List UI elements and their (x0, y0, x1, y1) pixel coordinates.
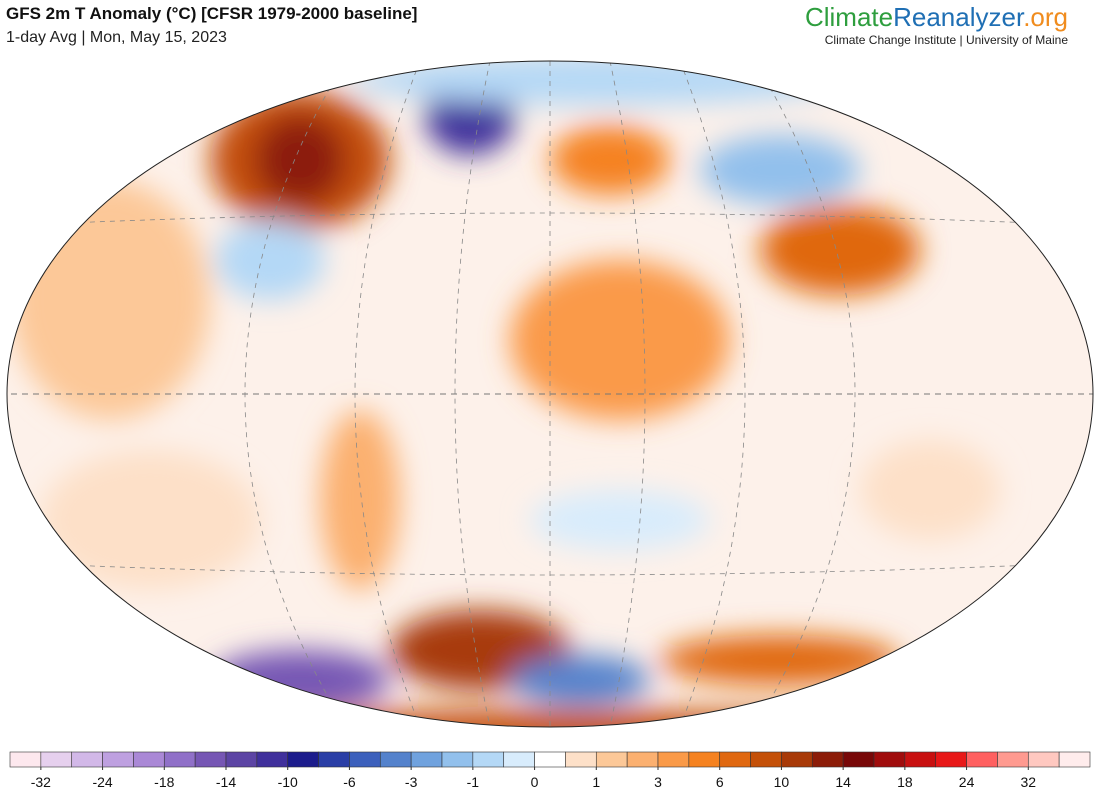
colorbar-swatch (102, 751, 134, 768)
colorbar-label: 3 (654, 774, 662, 790)
colorbar-label: -10 (278, 774, 298, 790)
colorbar-swatch (1027, 751, 1060, 768)
colorbar-swatch (750, 751, 782, 768)
colorbar-swatch (595, 751, 628, 768)
colorbar-swatch (163, 751, 196, 768)
colorbar-swatch (935, 751, 967, 768)
colorbar-swatch (534, 751, 566, 768)
colorbar-label: 0 (531, 774, 539, 790)
colorbar-swatch (410, 751, 443, 768)
colorbar-swatch (472, 751, 505, 768)
colorbar-swatch (225, 751, 258, 768)
colorbar-swatch (1058, 751, 1091, 768)
colorbar-swatch (318, 751, 350, 768)
colorbar-label: 10 (774, 774, 790, 790)
colorbar-swatch (9, 751, 42, 768)
colorbar-swatch (842, 751, 875, 768)
colorbar-swatch (194, 751, 227, 768)
colorbar-label: 18 (897, 774, 913, 790)
colorbar-swatch (256, 751, 289, 768)
colorbar-label: -32 (31, 774, 51, 790)
colorbar-swatch (719, 751, 751, 768)
colorbar-label: -1 (467, 774, 480, 790)
colorbar-swatch (966, 751, 998, 768)
colorbar-swatch (441, 751, 474, 768)
colorbar-label: -24 (92, 774, 112, 790)
colorbar-swatch (873, 751, 906, 768)
colorbar-swatch (565, 751, 597, 768)
colorbar-swatch (781, 751, 813, 768)
colorbar-swatch (503, 751, 535, 768)
colorbar-swatch (379, 751, 412, 768)
colorbar-swatch (626, 751, 659, 768)
colorbar-swatch (904, 751, 937, 768)
brand-part: Climate (804, 2, 894, 32)
map-title: GFS 2m T Anomaly (°C) [CFSR 1979-2000 ba… (6, 4, 418, 23)
colorbar-label: -3 (405, 774, 418, 790)
colorbar-swatch (657, 751, 690, 768)
colorbar: -32 -24 -18 -14 -10 -6 -3 -1 0 1 3 6 10 14 18 24 32 (9, 751, 1091, 790)
colorbar-swatch (71, 751, 103, 768)
colorbar-swatch (688, 751, 721, 768)
colorbar-label: -6 (343, 774, 356, 790)
colorbar-swatch (811, 751, 844, 768)
colorbar-swatch (287, 751, 319, 768)
colorbar-label: 24 (959, 774, 975, 790)
brand-logo: ClimateReanalyzer.org (805, 2, 1068, 33)
brand-tagline: Climate Change Institute | University of… (824, 33, 1068, 47)
colorbar-label: 14 (835, 774, 851, 790)
colorbar-label: -18 (154, 774, 174, 790)
map-subtitle: 1-day Avg | Mon, May 15, 2023 (6, 29, 227, 46)
colorbar-label: -14 (216, 774, 236, 790)
colorbar-label: 6 (716, 774, 724, 790)
brand-part: Reanalyzer (893, 2, 1024, 32)
brand-part: .org (1023, 2, 1068, 32)
colorbar-swatch (133, 751, 165, 768)
colorbar-label: 32 (1020, 774, 1036, 790)
colorbar-swatch (349, 751, 381, 768)
colorbar-label: 1 (592, 774, 600, 790)
colorbar-swatch (40, 751, 73, 768)
colorbar-swatch (997, 751, 1029, 768)
